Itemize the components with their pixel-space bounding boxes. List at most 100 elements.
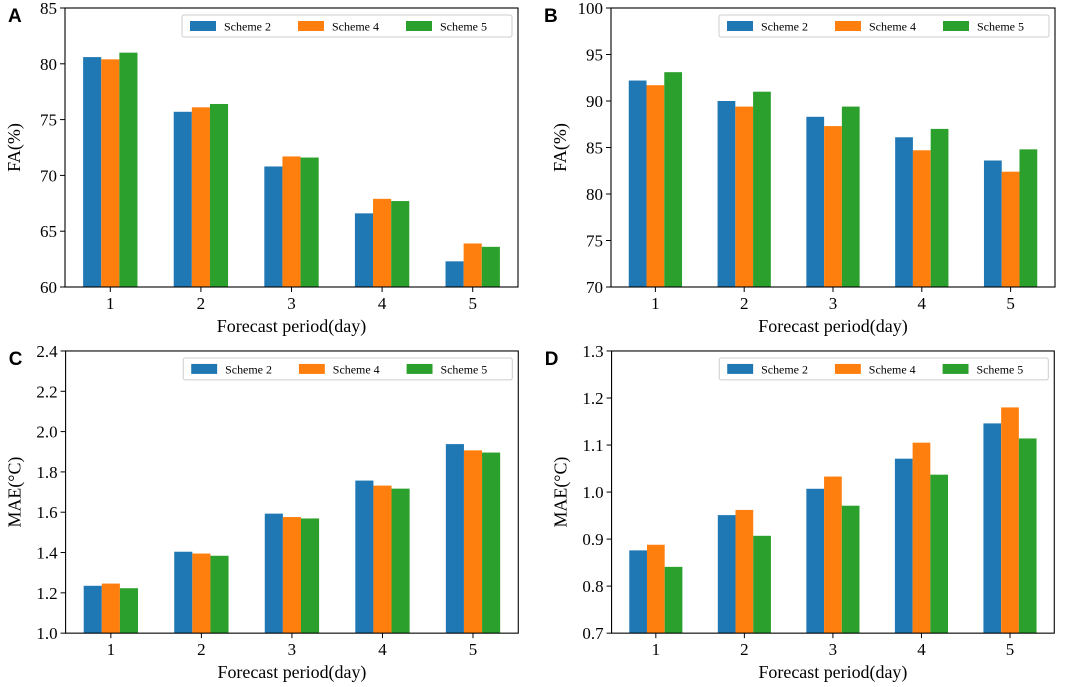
- legend-swatch-b-1: [727, 21, 753, 31]
- bar-a-s2-day5: [463, 243, 482, 287]
- chart-d-svg: 0.7 0.8 0.9 1.0 1.1 1.2 1.3 1 2 3 4 5 Forecast perio…: [545, 343, 1055, 683]
- legend-swatch-d-1: [727, 363, 754, 374]
- legend-label-c-1: Scheme 2: [225, 362, 272, 376]
- bar-a-s3-day2: [209, 103, 229, 287]
- xtick-label-a-4: 5: [468, 294, 477, 313]
- xtick-label-b-2: 3: [829, 294, 838, 313]
- ytick-label-d-5: 1.2: [582, 389, 603, 408]
- bar-d-s3-day4: [930, 474, 949, 634]
- bar-b-s2-day3: [824, 126, 842, 287]
- bar-b-s3-day1: [664, 72, 683, 287]
- legend-swatch-c-1: [191, 363, 218, 374]
- bar-a-s2-day4: [373, 198, 392, 287]
- legend-box-d: [718, 357, 1049, 381]
- bar-d-s3-day3: [841, 505, 860, 634]
- bar-d-s1-day5: [983, 423, 1002, 634]
- bar-b-s3-day2: [753, 91, 771, 287]
- xtick-label-b-3: 4: [918, 294, 927, 313]
- bar-d-s2-day4: [912, 442, 931, 634]
- ytick-label-a-2: 70: [40, 166, 57, 185]
- bar-d-s1-day3: [806, 488, 825, 634]
- bar-a-s1-day3: [264, 166, 283, 287]
- bar-b-s1-day5: [983, 160, 1002, 287]
- bar-c-s1-day4: [355, 480, 374, 634]
- panel-letter-d: D: [545, 349, 559, 370]
- legend-label-d-1: Scheme 2: [761, 362, 808, 376]
- bar-c-s3-day4: [391, 488, 410, 634]
- ytick-label-d-6: 1.3: [582, 343, 603, 361]
- bar-b-s1-day1: [628, 80, 647, 287]
- legend-box-b: [718, 14, 1050, 38]
- xaxis-title-a: Forecast period(day): [217, 316, 366, 337]
- legend-swatch-a-1: [190, 21, 216, 31]
- ytick-label-c-3: 1.6: [36, 503, 57, 522]
- bar-b-s2-day1: [646, 85, 665, 287]
- panel-letter-a: A: [8, 6, 22, 27]
- ytick-label-a-5: 85: [40, 0, 57, 18]
- bar-c-s3-day5: [482, 452, 501, 634]
- bar-a-s2-day1: [101, 59, 120, 287]
- chart-panel-b: 70 75 80 85 90 95 100 1 2 3 4 5 Forecast period(day)…: [536, 0, 1072, 343]
- bar-b-s3-day4: [930, 128, 949, 287]
- bar-a-s1-day1: [83, 57, 102, 287]
- bar-b-s2-day2: [735, 106, 754, 287]
- legend-swatch-b-3: [943, 21, 969, 31]
- yaxis-title-d: MAE(°C): [551, 457, 572, 528]
- xtick-label-a-1: 2: [197, 294, 206, 313]
- xaxis-title-d: Forecast period(day): [758, 662, 907, 683]
- ytick-label-d-2: 0.9: [582, 530, 603, 549]
- xtick-label-a-3: 4: [378, 294, 387, 313]
- bar-c-s1-day1: [83, 585, 102, 634]
- bar-b-s3-day5: [1019, 149, 1038, 287]
- chart-panel-d: 0.7 0.8 0.9 1.0 1.1 1.2 1.3 1 2 3 4 5 Forecast perio…: [536, 343, 1072, 686]
- bar-b-s3-day3: [841, 106, 860, 287]
- legend-swatch-d-2: [834, 363, 861, 374]
- ytick-label-c-2: 1.4: [36, 544, 58, 563]
- bar-c-s2-day5: [463, 450, 483, 634]
- bar-d-s3-day2: [753, 535, 771, 634]
- legend-label-a-2: Scheme 4: [332, 20, 379, 34]
- legend-label-b-3: Scheme 5: [977, 20, 1024, 34]
- yaxis-title-a: FA(%): [4, 123, 25, 172]
- bar-b-s1-day4: [895, 137, 913, 287]
- xtick-label-d-0: 1: [652, 640, 660, 659]
- ytick-label-b-1: 75: [586, 232, 603, 251]
- xtick-label-d-2: 3: [829, 640, 837, 659]
- xtick-label-d-1: 2: [740, 640, 748, 659]
- yaxis-title-b: FA(%): [550, 123, 571, 172]
- bar-a-s3-day4: [391, 201, 410, 287]
- xtick-label-b-1: 2: [740, 294, 749, 313]
- bar-c-s3-day2: [210, 555, 229, 634]
- ytick-label-c-7: 2.4: [36, 343, 58, 361]
- ytick-label-d-4: 1.1: [582, 436, 603, 455]
- ytick-label-d-0: 0.7: [582, 624, 603, 643]
- bar-c-s1-day2: [174, 551, 193, 634]
- ytick-label-c-5: 2.0: [36, 423, 57, 442]
- legend-box-c: [182, 357, 513, 381]
- bar-a-s3-day5: [481, 246, 500, 287]
- ytick-label-c-4: 1.8: [36, 463, 57, 482]
- legend-swatch-c-2: [298, 363, 325, 374]
- ytick-label-c-6: 2.2: [36, 382, 57, 401]
- bar-b-s2-day5: [1001, 171, 1020, 287]
- xtick-label-c-2: 3: [288, 640, 296, 659]
- panel-letter-b: B: [544, 6, 558, 27]
- ytick-label-b-6: 100: [578, 0, 604, 18]
- legend-label-b-1: Scheme 2: [761, 20, 808, 34]
- chart-panel-c: 1.0 1.2 1.4 1.6 1.8 2.0 2.2 2.4 1 2 3 4 5 Forecast pe…: [0, 343, 536, 686]
- xtick-label-a-0: 1: [106, 294, 115, 313]
- chart-b-svg: 70 75 80 85 90 95 100 1 2 3 4 5 Forecast period(day)…: [544, 0, 1056, 337]
- xtick-label-b-4: 5: [1006, 294, 1015, 313]
- bar-c-s2-day2: [192, 553, 211, 634]
- bar-a-s2-day2: [191, 107, 210, 287]
- legend-swatch-b-2: [835, 21, 861, 31]
- bar-d-s1-day2: [717, 515, 736, 634]
- legend-swatch-d-3: [942, 363, 969, 374]
- bar-b-s1-day2: [717, 101, 736, 287]
- ytick-label-a-0: 60: [40, 278, 57, 297]
- bar-c-s2-day1: [101, 583, 120, 634]
- ytick-label-b-4: 90: [586, 92, 603, 111]
- ytick-label-a-1: 65: [40, 222, 57, 241]
- bar-d-s2-day1: [646, 544, 665, 634]
- legend-label-d-2: Scheme 4: [869, 362, 916, 376]
